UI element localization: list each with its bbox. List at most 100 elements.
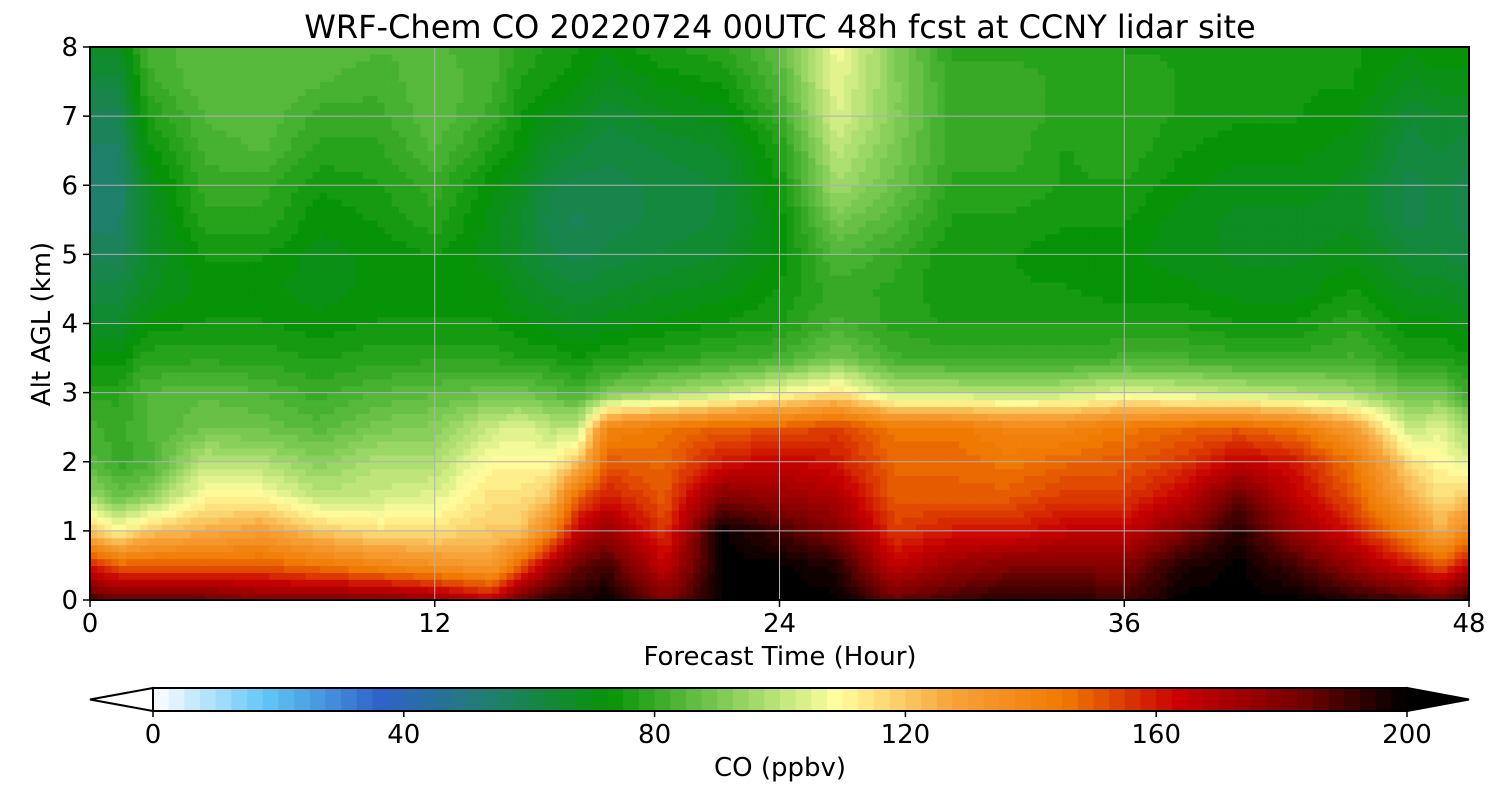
- contour-cell: [319, 53, 328, 62]
- contour-cell: [384, 406, 393, 414]
- contour-cell: [305, 275, 314, 283]
- contour-cell: [520, 378, 529, 387]
- contour-cell: [262, 461, 271, 470]
- contour-cell: [327, 510, 335, 518]
- contour-cell: [104, 67, 113, 76]
- contour-cell: [362, 399, 371, 408]
- contour-cell: [219, 185, 228, 193]
- contour-cell: [169, 593, 177, 600]
- contour-cell: [348, 482, 357, 490]
- contour-cell: [370, 447, 378, 456]
- contour-cell: [161, 406, 170, 414]
- contour-cell: [154, 150, 163, 159]
- contour-cell: [463, 344, 472, 352]
- contour-cell: [370, 441, 378, 449]
- contour-cell: [355, 413, 364, 421]
- contour-cell: [477, 434, 486, 442]
- contour-cell: [169, 392, 177, 401]
- contour-cell: [212, 123, 220, 131]
- contour-cell: [204, 171, 213, 179]
- contour-cell: [312, 392, 321, 401]
- contour-cell: [269, 247, 278, 255]
- contour-cell: [499, 558, 508, 567]
- contour-cell: [506, 171, 515, 179]
- contour-cell: [513, 565, 522, 573]
- contour-cell: [362, 157, 371, 166]
- contour-cell: [355, 136, 364, 145]
- contour-cell: [219, 565, 228, 573]
- contour-cell: [499, 316, 508, 325]
- contour-cell: [413, 60, 421, 69]
- contour-cell: [255, 268, 263, 276]
- contour-cell: [262, 185, 271, 193]
- contour-cell: [470, 123, 479, 131]
- contour-cell: [90, 565, 98, 573]
- contour-cell: [334, 205, 342, 214]
- contour-cell: [111, 434, 120, 442]
- contour-cell: [449, 178, 457, 186]
- contour-cell: [240, 185, 249, 193]
- contour-cell: [441, 143, 450, 152]
- contour-cell: [513, 268, 522, 276]
- contour-cell: [118, 482, 127, 490]
- contour-cell: [312, 116, 321, 124]
- contour-cell: [197, 240, 206, 249]
- contour-cell: [262, 337, 271, 345]
- contour-cell: [449, 212, 457, 221]
- contour-cell: [377, 447, 386, 456]
- contour-cell: [111, 364, 120, 373]
- contour-cell: [341, 136, 350, 145]
- contour-cell: [319, 47, 328, 55]
- contour-cell: [147, 88, 156, 96]
- contour-cell: [133, 378, 141, 387]
- contour-cell: [535, 413, 544, 421]
- contour-cell: [97, 302, 105, 311]
- contour-cell: [90, 378, 98, 387]
- contour-cell: [276, 67, 285, 76]
- contour-cell: [485, 454, 493, 463]
- contour-cell: [406, 116, 414, 124]
- contour-cell: [133, 275, 141, 283]
- contour-cell: [384, 226, 393, 235]
- contour-cell: [255, 392, 263, 401]
- contour-cell: [276, 47, 285, 55]
- contour-cell: [197, 482, 206, 490]
- contour-cell: [427, 178, 436, 186]
- contour-cell: [104, 102, 113, 110]
- contour-cell: [477, 53, 486, 62]
- contour-cell: [197, 351, 206, 359]
- contour-cell: [406, 586, 414, 594]
- contour-cell: [377, 60, 386, 69]
- contour-cell: [463, 358, 472, 366]
- contour-cell: [456, 47, 465, 55]
- contour-cell: [362, 475, 371, 484]
- contour-cell: [413, 593, 421, 600]
- contour-cell: [248, 503, 256, 511]
- contour-cell: [334, 558, 342, 567]
- contour-cell: [212, 47, 220, 55]
- contour-cell: [169, 282, 177, 290]
- contour-cell: [391, 447, 400, 456]
- contour-cell: [449, 275, 457, 283]
- contour-cell: [506, 454, 515, 463]
- contour-cell: [140, 157, 149, 166]
- contour-cell: [449, 116, 457, 124]
- contour-cell: [492, 81, 500, 90]
- contour-cell: [125, 593, 134, 600]
- contour-cell: [485, 157, 493, 166]
- contour-cell: [176, 136, 184, 145]
- contour-cell: [520, 282, 529, 290]
- contour-cell: [212, 441, 220, 449]
- contour-cell: [133, 74, 141, 83]
- contour-cell: [319, 129, 328, 138]
- contour-cell: [362, 385, 371, 394]
- contour-cell: [334, 171, 342, 179]
- contour-cell: [169, 109, 177, 117]
- contour-cell: [269, 406, 278, 414]
- contour-cell: [118, 143, 127, 152]
- contour-cell: [355, 171, 364, 179]
- contour-cell: [520, 496, 529, 504]
- contour-cell: [111, 413, 120, 421]
- contour-cell: [305, 123, 314, 131]
- contour-cell: [233, 427, 242, 435]
